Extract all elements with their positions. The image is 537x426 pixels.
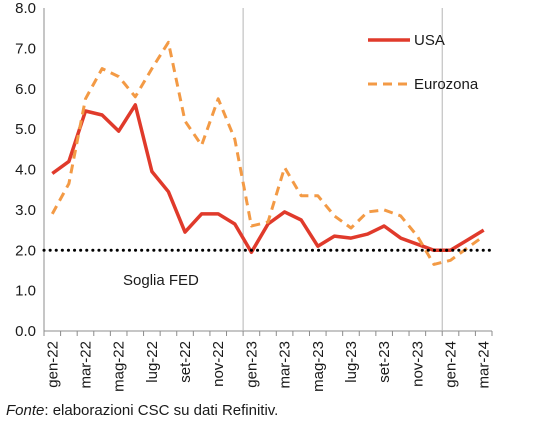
source-text: : elaborazioni CSC su dati Refinitiv. xyxy=(44,402,279,419)
y-tick-label: 7.0 xyxy=(15,40,36,57)
x-tick-label: lug-22 xyxy=(144,341,161,383)
x-tick-label: mag-23 xyxy=(310,341,327,392)
reference-line-label: Soglia FED xyxy=(123,272,199,289)
x-tick-label: mar-23 xyxy=(277,341,294,389)
x-tick-label: set-22 xyxy=(177,341,194,383)
x-tick-label: gen-24 xyxy=(443,341,460,388)
x-tick-label: gen-22 xyxy=(44,341,61,388)
chart-grid xyxy=(43,8,492,332)
series-line-eurozona xyxy=(50,40,485,266)
y-tick-label: 0.0 xyxy=(15,323,36,340)
series-layer xyxy=(42,40,494,266)
source-label: Fonte xyxy=(6,402,45,419)
y-tick-label: 3.0 xyxy=(15,202,36,219)
y-axis: 0.0 1.0 2.0 3.0 4.0 5.0 6.0 7.0 8.0 xyxy=(15,0,36,340)
x-tick-label: mar-24 xyxy=(476,341,493,389)
x-tick-label: nov-22 xyxy=(210,341,227,387)
legend-label-usa: USA xyxy=(414,32,445,49)
series-line-usa xyxy=(51,103,485,255)
source-note: Fonte: elaborazioni CSC su dati Refiniti… xyxy=(6,402,278,419)
x-tick-label: set-23 xyxy=(376,341,393,383)
x-axis: gen-22 mar-22 mag-22 lug-22 set-22 nov-22 gen-… xyxy=(43,331,493,392)
x-tick-label: nov-23 xyxy=(409,341,426,387)
inflation-line-chart: 0.0 1.0 2.0 3.0 4.0 5.0 6.0 7.0 8.0 gen-22 mar-22… xyxy=(15,0,494,392)
x-tick-label: mag-22 xyxy=(111,341,128,392)
x-tick-label: gen-23 xyxy=(243,341,260,388)
y-tick-label: 2.0 xyxy=(15,242,36,259)
y-tick-label: 8.0 xyxy=(15,0,36,17)
x-tick-label: lug-23 xyxy=(343,341,360,383)
y-tick-label: 5.0 xyxy=(15,121,36,138)
chart-legend: USA Eurozona xyxy=(368,32,479,93)
y-tick-label: 6.0 xyxy=(15,81,36,98)
y-tick-label: 1.0 xyxy=(15,283,36,300)
legend-label-eurozona: Eurozona xyxy=(414,76,479,93)
x-tick-label: mar-22 xyxy=(77,341,94,389)
y-tick-label: 4.0 xyxy=(15,162,36,179)
